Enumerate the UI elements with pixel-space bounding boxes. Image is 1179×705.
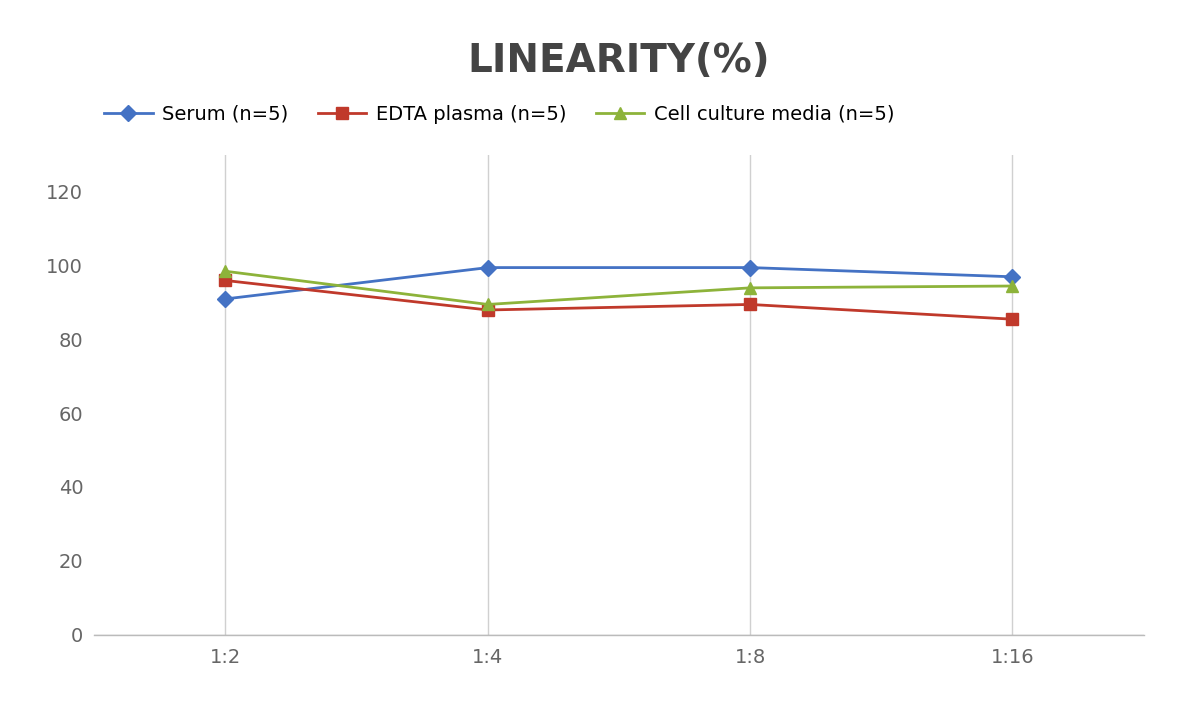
- Serum (n=5): [481, 264, 495, 272]
- Serum (n=5): [743, 264, 757, 272]
- Cell culture media (n=5): [743, 283, 757, 292]
- EDTA plasma (n=5): [218, 276, 232, 285]
- Line: EDTA plasma (n=5): EDTA plasma (n=5): [220, 275, 1017, 325]
- EDTA plasma (n=5): [743, 300, 757, 309]
- Line: Cell culture media (n=5): Cell culture media (n=5): [220, 266, 1017, 310]
- Cell culture media (n=5): [481, 300, 495, 309]
- Serum (n=5): [1006, 273, 1020, 281]
- EDTA plasma (n=5): [1006, 315, 1020, 324]
- Legend: Serum (n=5), EDTA plasma (n=5), Cell culture media (n=5): Serum (n=5), EDTA plasma (n=5), Cell cul…: [104, 105, 895, 124]
- Line: Serum (n=5): Serum (n=5): [220, 262, 1017, 305]
- Serum (n=5): [218, 295, 232, 303]
- Cell culture media (n=5): [1006, 282, 1020, 290]
- EDTA plasma (n=5): [481, 306, 495, 314]
- Title: LINEARITY(%): LINEARITY(%): [468, 42, 770, 80]
- Cell culture media (n=5): [218, 267, 232, 276]
